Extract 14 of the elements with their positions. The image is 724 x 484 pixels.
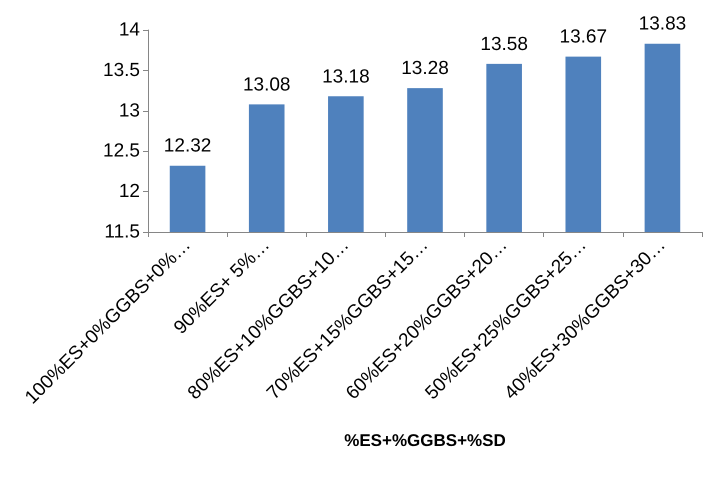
data-label: 13.08	[242, 74, 290, 96]
data-label: 13.67	[560, 26, 608, 48]
data-label: 12.32	[164, 136, 212, 157]
x-axis-title: %ES+%GGBS+%SD	[344, 431, 506, 450]
y-tick-label: 14	[118, 20, 140, 40]
y-tick-label: 12.5	[103, 140, 140, 162]
y-tick-label: 11.5	[104, 222, 140, 242]
y-tick-label: 12	[118, 181, 140, 202]
data-label: 13.28	[401, 58, 449, 80]
data-label: 13.18	[322, 66, 370, 88]
y-tick-label: 13.5	[103, 60, 140, 81]
y-tick-label: 13	[118, 100, 140, 122]
data-label: 13.83	[638, 14, 686, 35]
data-label: 13.58	[480, 34, 528, 55]
